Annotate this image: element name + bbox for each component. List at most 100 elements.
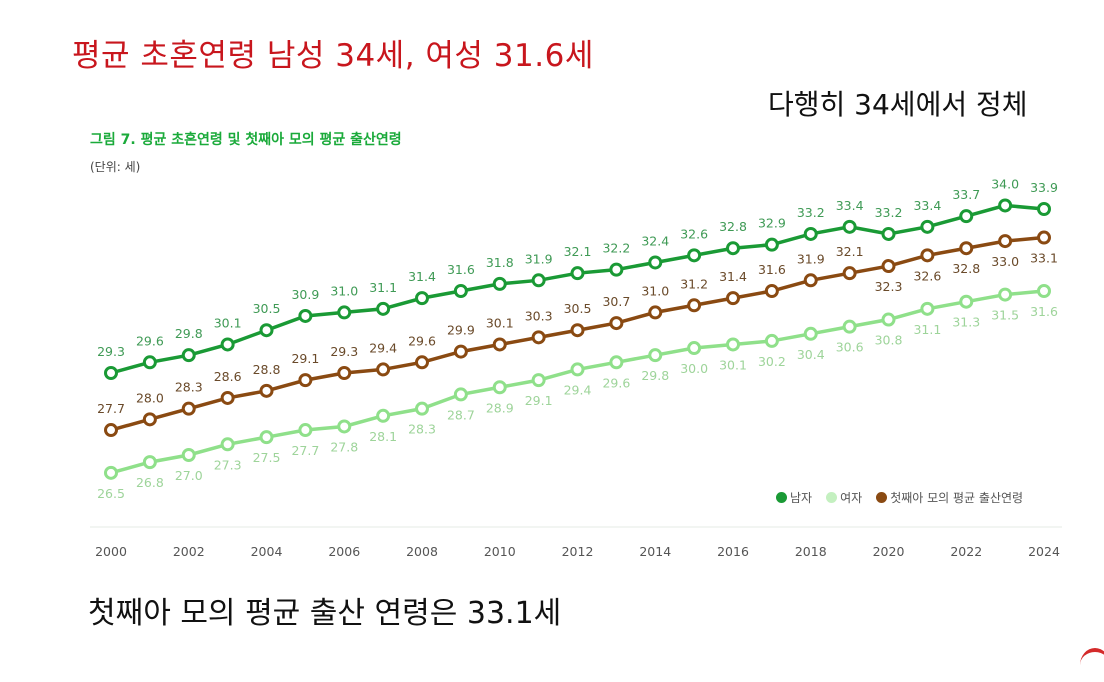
data-point[interactable] <box>920 301 935 316</box>
data-point[interactable] <box>726 337 740 352</box>
data-label: 29.9 <box>447 323 475 338</box>
data-point[interactable] <box>842 319 857 334</box>
legend-item-male[interactable]: 남자 <box>776 489 812 506</box>
subheadline: 다행히 34세에서 정체 <box>768 88 1028 121</box>
line-chart: 29.3 29.6 29.8 30.1 30.5 30.9 31.0 31.1 31.4 31.6… <box>90 176 1062 559</box>
data-point[interactable] <box>142 455 157 470</box>
data-point[interactable] <box>570 323 585 338</box>
data-point[interactable] <box>881 312 896 327</box>
x-tick-label: 2024 <box>1028 544 1060 559</box>
data-point[interactable] <box>298 308 313 323</box>
data-point[interactable] <box>609 262 624 277</box>
data-point[interactable] <box>687 341 702 356</box>
data-point[interactable] <box>181 401 196 416</box>
data-point[interactable] <box>298 423 313 438</box>
data-point[interactable] <box>803 273 818 288</box>
data-point[interactable] <box>648 305 663 320</box>
data-point[interactable] <box>259 430 274 445</box>
data-point[interactable] <box>415 291 429 306</box>
data-point[interactable] <box>104 465 118 480</box>
data-point[interactable] <box>764 237 779 252</box>
data-point[interactable] <box>531 373 546 388</box>
data-point[interactable] <box>920 248 935 263</box>
data-point[interactable] <box>648 255 663 270</box>
legend-label-first-birth: 첫째아 모의 평균 출산연령 <box>890 491 1024 505</box>
data-point[interactable] <box>181 447 196 462</box>
data-point[interactable] <box>803 226 818 241</box>
data-point[interactable] <box>376 301 391 316</box>
data-point[interactable] <box>104 423 118 438</box>
x-tick-label: 2020 <box>873 544 905 559</box>
data-point[interactable] <box>570 362 585 377</box>
data-label: 27.7 <box>97 401 125 416</box>
legend-item-first-birth[interactable]: 첫째아 모의 평균 출산연령 <box>876 489 1023 506</box>
data-point[interactable] <box>142 355 157 370</box>
data-point[interactable] <box>298 373 313 388</box>
data-point[interactable] <box>142 412 157 427</box>
data-point[interactable] <box>764 333 779 348</box>
data-point[interactable] <box>337 366 352 380</box>
data-point[interactable] <box>959 209 974 224</box>
data-label: 31.4 <box>719 269 747 284</box>
data-point[interactable] <box>959 294 974 309</box>
data-point[interactable] <box>764 284 779 299</box>
data-point[interactable] <box>220 390 235 405</box>
data-point[interactable] <box>259 323 274 338</box>
legend-item-female[interactable]: 여자 <box>826 489 862 506</box>
data-point[interactable] <box>453 284 468 299</box>
data-point[interactable] <box>998 287 1013 302</box>
data-point[interactable] <box>609 316 624 331</box>
data-point[interactable] <box>492 380 507 395</box>
data-point[interactable] <box>531 273 546 288</box>
data-point[interactable] <box>998 198 1013 213</box>
data-point[interactable] <box>492 337 507 352</box>
data-point[interactable] <box>453 344 468 359</box>
data-label: 32.1 <box>564 244 592 259</box>
data-point[interactable] <box>726 291 740 306</box>
unit-label: (단위: 세) <box>90 160 141 174</box>
data-point[interactable] <box>648 348 663 363</box>
data-point[interactable] <box>726 241 740 256</box>
data-label: 30.1 <box>214 315 242 330</box>
data-point[interactable] <box>570 266 585 281</box>
data-label: 30.0 <box>680 361 708 376</box>
data-point[interactable] <box>842 266 857 281</box>
data-label: 31.9 <box>525 251 553 266</box>
female-dot-icon <box>826 492 838 503</box>
data-label: 33.4 <box>836 198 864 213</box>
figure-title: 그림 7. 평균 초혼연령 및 첫째아 모의 평균 출산연령 <box>90 132 402 148</box>
data-point[interactable] <box>920 219 935 234</box>
data-point[interactable] <box>1037 202 1051 217</box>
data-point[interactable] <box>376 362 391 377</box>
data-point[interactable] <box>531 330 546 345</box>
data-point[interactable] <box>881 259 896 274</box>
data-point[interactable] <box>453 387 468 402</box>
data-point[interactable] <box>181 348 196 363</box>
data-point[interactable] <box>1037 230 1051 245</box>
data-point[interactable] <box>104 366 118 380</box>
data-label: 29.6 <box>136 333 164 348</box>
data-point[interactable] <box>1037 284 1051 299</box>
data-point[interactable] <box>337 305 352 320</box>
data-point[interactable] <box>959 241 974 256</box>
data-point[interactable] <box>337 419 352 434</box>
data-point[interactable] <box>220 337 235 352</box>
data-label: 28.1 <box>369 429 397 444</box>
data-point[interactable] <box>881 226 896 241</box>
data-point[interactable] <box>259 383 274 398</box>
data-point[interactable] <box>842 219 857 234</box>
data-point[interactable] <box>687 298 702 313</box>
data-point[interactable] <box>609 355 624 370</box>
data-point[interactable] <box>220 437 235 452</box>
data-point[interactable] <box>687 248 702 263</box>
x-tick-label: 2002 <box>173 544 205 559</box>
data-point[interactable] <box>415 355 429 370</box>
data-point[interactable] <box>803 326 818 341</box>
data-point[interactable] <box>492 276 507 291</box>
data-label: 30.8 <box>875 333 903 348</box>
data-label: 30.5 <box>253 301 281 316</box>
data-point[interactable] <box>998 234 1013 249</box>
data-point[interactable] <box>415 401 429 416</box>
x-tick-label: 2006 <box>328 544 360 559</box>
data-point[interactable] <box>376 408 391 423</box>
